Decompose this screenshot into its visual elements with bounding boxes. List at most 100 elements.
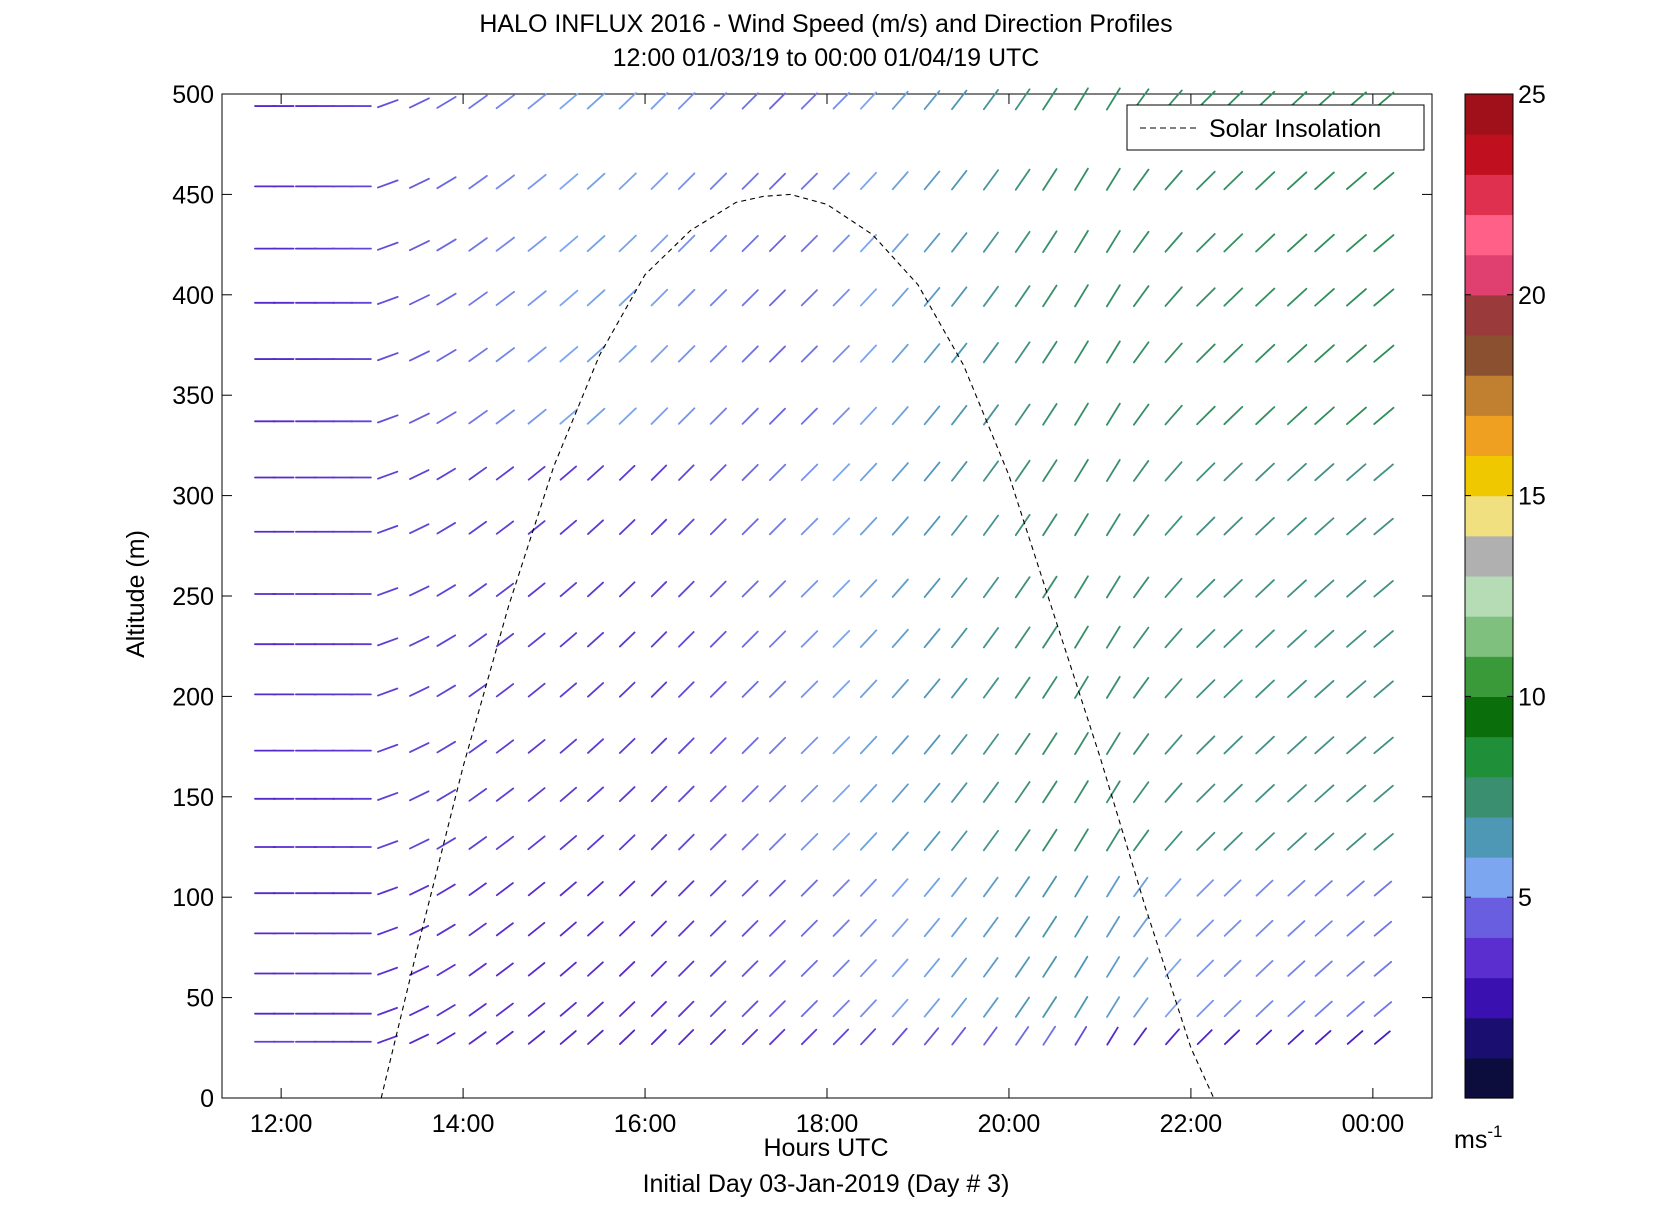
wind-barb: [709, 518, 727, 536]
wind-barb: [468, 922, 487, 937]
wind-barb: [1287, 736, 1307, 755]
wind-barb: [408, 240, 430, 252]
wind-barb: [768, 345, 786, 363]
wind-barb: [1074, 1026, 1088, 1046]
wind-barb: [1255, 784, 1275, 803]
wind-barb: [951, 830, 968, 852]
wind-barb: [1346, 1030, 1364, 1045]
wind-barb: [832, 832, 851, 851]
wind-barb: [1014, 459, 1031, 482]
wind-barb: [1314, 288, 1335, 307]
wind-barb: [1164, 627, 1183, 649]
wind-barb: [527, 408, 547, 425]
wind-barb: [800, 833, 819, 851]
wind-barb: [409, 790, 430, 802]
wind-barb: [1373, 630, 1394, 648]
wind-barb: [923, 958, 940, 978]
wind-barb: [1346, 463, 1367, 482]
wind-barb: [859, 344, 878, 363]
wind-barb: [618, 172, 637, 190]
wind-barb: [527, 921, 546, 937]
wind-barb: [436, 1004, 456, 1017]
wind-barb: [527, 1030, 546, 1045]
wind-barb: [1164, 169, 1183, 191]
wind-barb: [1014, 781, 1031, 804]
wind-barb: [709, 407, 728, 425]
wind-barb: [495, 882, 514, 897]
wind-barb: [436, 292, 457, 306]
wind-barb: [832, 736, 851, 755]
wind-barb: [436, 348, 457, 362]
wind-barb: [559, 289, 579, 307]
wind-barb: [891, 998, 909, 1018]
wind-barb: [769, 960, 786, 977]
wind-barb: [618, 681, 636, 698]
legend-box: [1126, 104, 1425, 151]
plot-frame: [221, 93, 1433, 1099]
wind-barb: [495, 1030, 514, 1045]
wind-barb: [951, 461, 968, 482]
wind-barb: [891, 735, 909, 755]
wind-barb: [618, 288, 637, 307]
wind-barb: [468, 347, 488, 363]
colorbar-tick-label: 15: [1518, 483, 1546, 511]
wind-barb: [436, 837, 457, 850]
colorbar-segment: [1465, 254, 1513, 296]
wind-barb: [586, 172, 606, 190]
wind-barb: [859, 516, 878, 536]
wind-barb: [1346, 344, 1367, 363]
wind-barb: [1196, 919, 1215, 937]
wind-barb: [741, 345, 759, 363]
wind-barb: [982, 677, 1000, 699]
x-axis-label: Hours UTC: [763, 1134, 888, 1162]
wind-barb: [1042, 732, 1058, 755]
wind-barb: [377, 792, 399, 801]
wind-barb: [1074, 732, 1089, 756]
wind-barb: [1164, 404, 1183, 426]
chart-title: HALO INFLUX 2016 - Wind Speed (m/s) and …: [479, 10, 1172, 38]
wind-barb: [436, 789, 457, 802]
wind-barb: [1042, 230, 1058, 253]
wind-barb: [377, 743, 399, 753]
wind-barb: [1286, 233, 1308, 253]
x-tick-label: 20:00: [978, 1110, 1041, 1138]
wind-barb: [495, 409, 515, 425]
wind-barb: [677, 407, 696, 425]
wind-barb: [377, 1007, 398, 1016]
wind-barb: [951, 577, 968, 599]
wind-barb: [468, 174, 488, 190]
wind-barb: [1133, 957, 1149, 978]
wind-barb: [800, 463, 819, 482]
wind-barb: [1133, 997, 1149, 1018]
colorbar-tick-label: 10: [1518, 683, 1546, 711]
wind-barb: [1164, 782, 1183, 803]
wind-barb: [678, 737, 695, 754]
wind-barb: [559, 738, 578, 754]
wind-barb: [1346, 234, 1367, 253]
wind-barb: [1373, 960, 1393, 977]
wind-barb: [891, 783, 909, 803]
wind-barb: [1287, 960, 1306, 977]
wind-barb: [618, 1001, 636, 1017]
wind-barb: [1164, 515, 1183, 536]
wind-barb: [741, 737, 759, 755]
wind-barb: [650, 464, 668, 481]
wind-barb: [923, 628, 941, 649]
wind-barb: [618, 880, 636, 897]
wind-barb: [832, 345, 850, 363]
wind-barb: [768, 235, 786, 253]
wind-barb: [800, 92, 818, 110]
wind-barb: [1314, 463, 1335, 482]
wind-barb: [559, 93, 579, 110]
colorbar: [1464, 93, 1514, 1099]
wind-barb: [495, 466, 515, 481]
wind-barb: [527, 881, 546, 897]
wind-barb: [377, 587, 399, 597]
wind-barb: [1255, 735, 1275, 755]
wind-barb: [495, 835, 515, 850]
wind-barb: [436, 684, 457, 698]
wind-barb: [1373, 517, 1394, 536]
wind-barb: [650, 172, 669, 190]
wind-barb: [650, 631, 668, 648]
